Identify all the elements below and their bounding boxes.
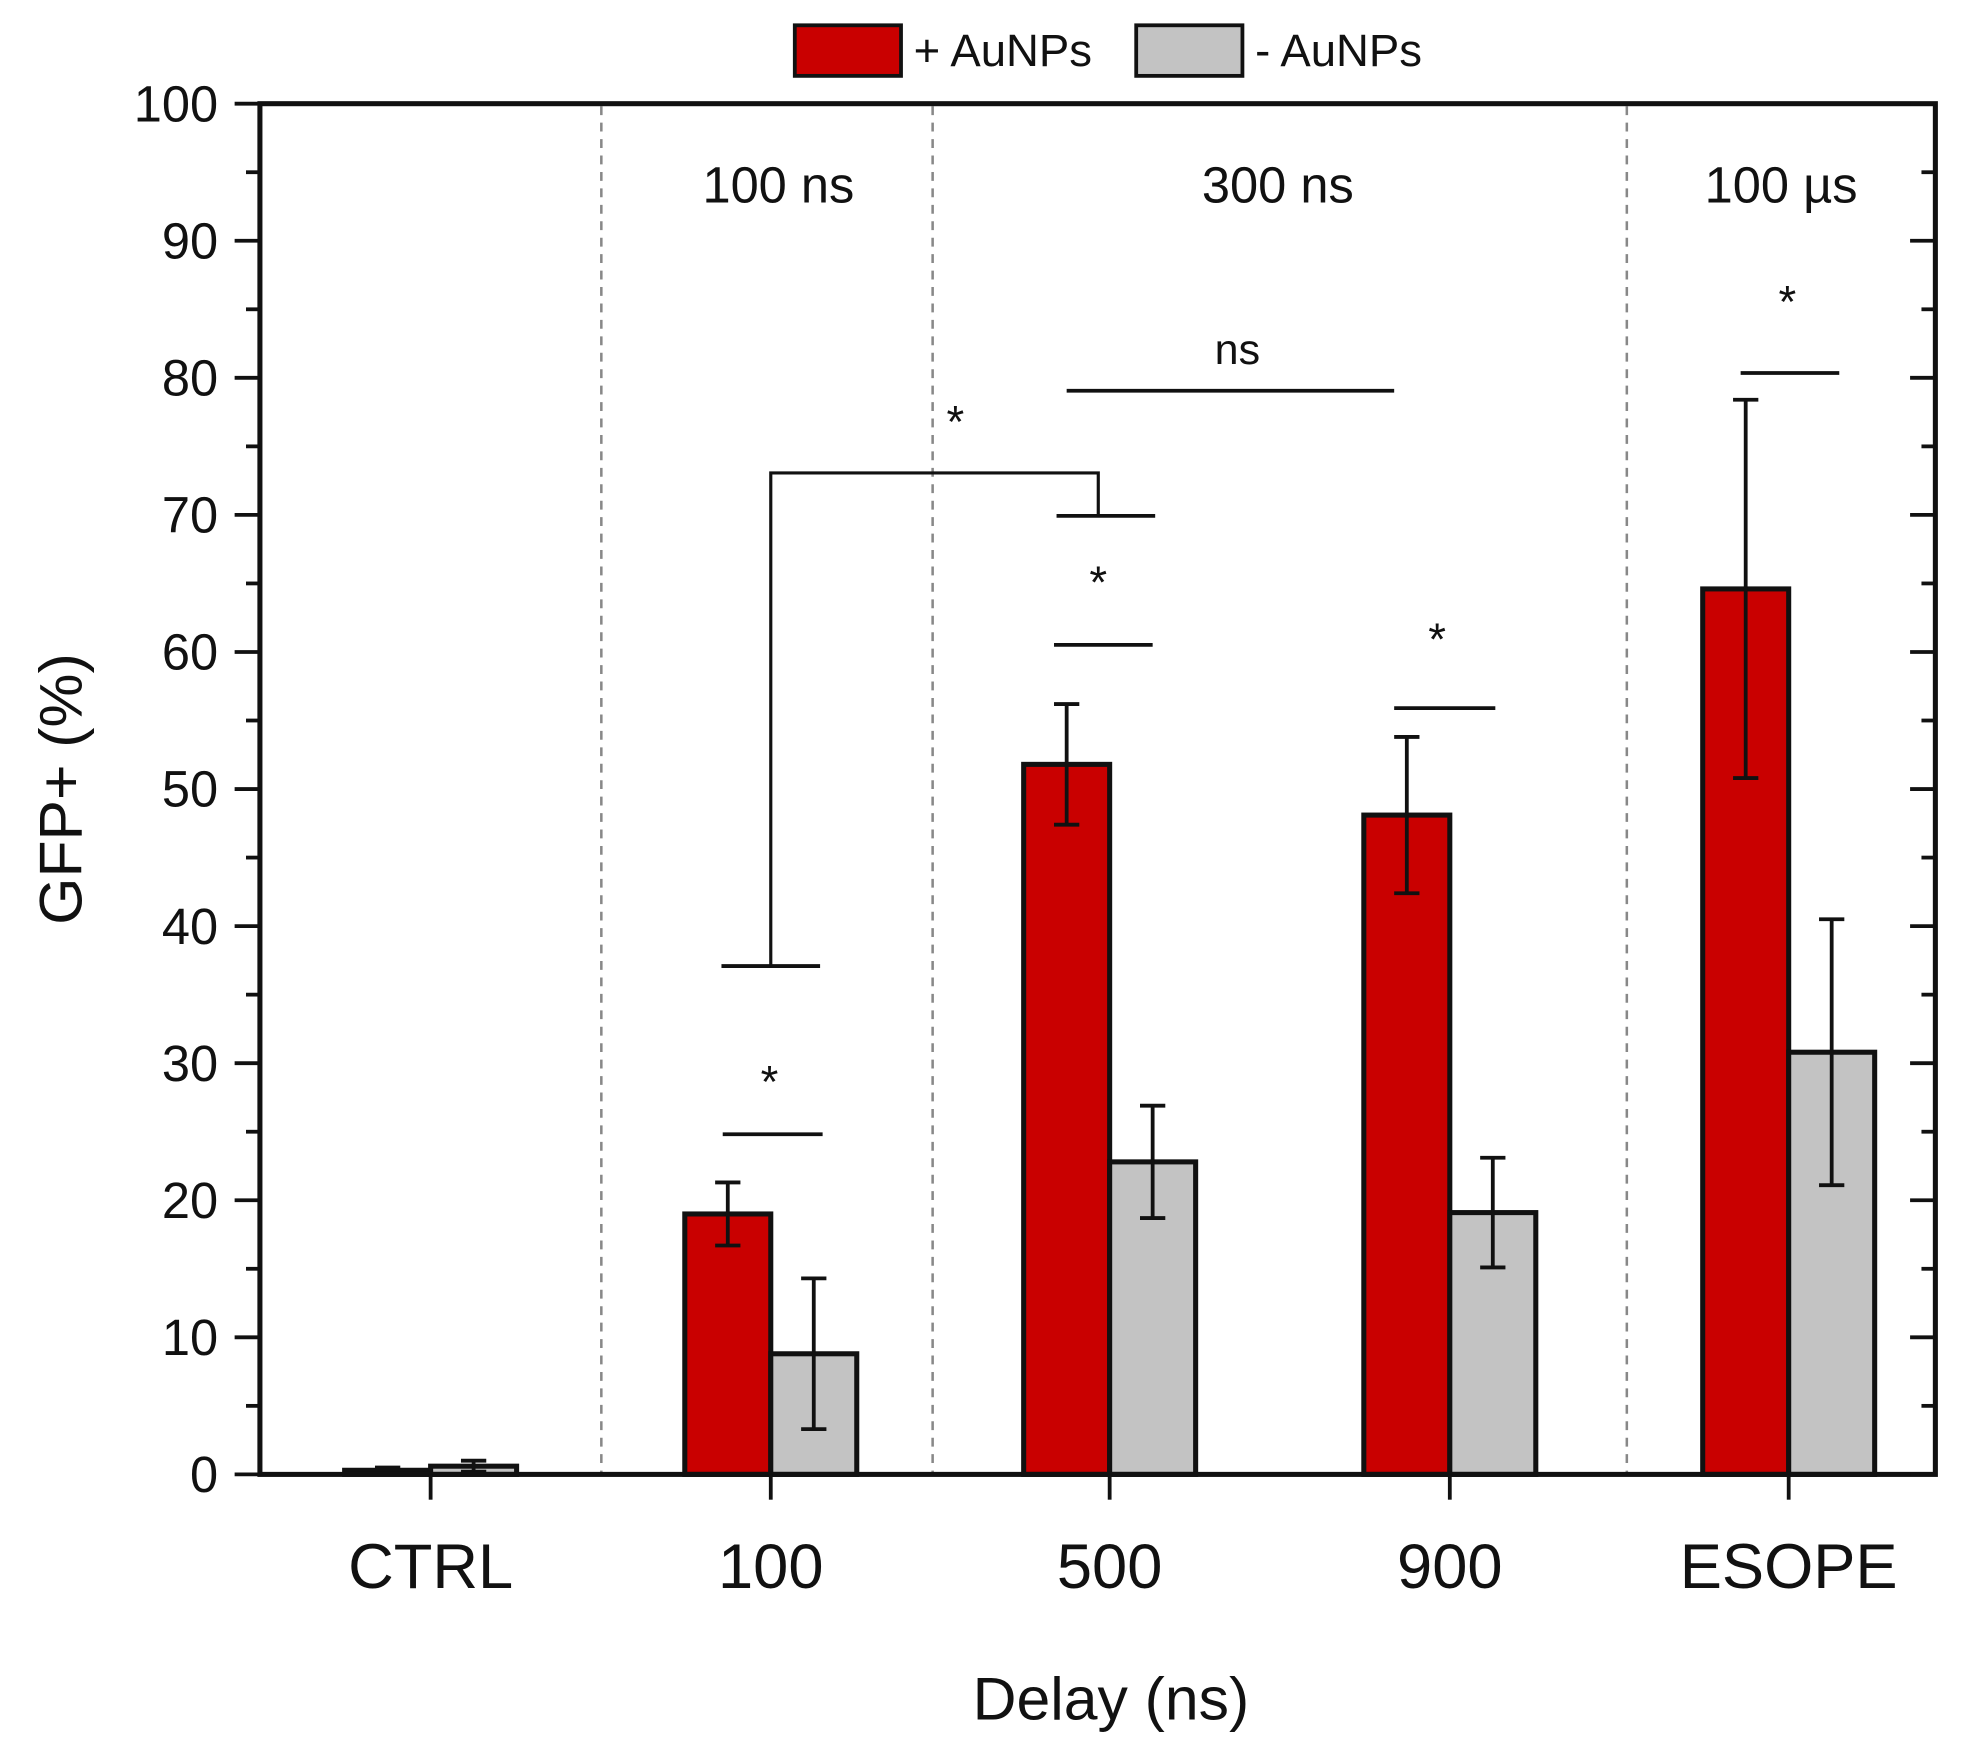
bar-plus-aunps-900	[1361, 812, 1453, 1477]
group-dividers	[600, 106, 1629, 1475]
sig-star-500: *	[1089, 557, 1107, 608]
error-bar	[1480, 1155, 1506, 1270]
x-tick-label: 500	[1057, 1532, 1162, 1602]
y-tick-labels: 0 10 20 30 40 50 60 70 80 90 100	[134, 75, 218, 1503]
error-bar	[460, 1458, 487, 1474]
bars	[342, 397, 1878, 1477]
y-axis-label: GFP+ (%)	[27, 653, 95, 924]
legend-swatch-minus-aunps	[1134, 23, 1245, 78]
x-tick-label: 900	[1397, 1532, 1502, 1602]
error-bar	[1733, 397, 1759, 780]
y-tick-label: 60	[162, 624, 218, 681]
sig-star-bracket: *	[947, 397, 965, 448]
sig-star-esope: *	[1779, 276, 1797, 327]
bar-plus-aunps-500	[1021, 761, 1113, 1477]
group-label-300ns: 300 ns	[1202, 156, 1354, 213]
legend: + AuNPs - AuNPs	[792, 23, 1422, 78]
sig-ns-label: ns	[1215, 326, 1260, 374]
x-tick-labels: CTRL 100 500 900 ESOPE	[348, 1532, 1898, 1602]
y-tick-label: 10	[162, 1309, 218, 1366]
legend-label-plus-aunps: + AuNPs	[914, 25, 1092, 76]
axes	[234, 101, 1938, 1500]
bracket-100-500	[769, 471, 1100, 967]
y-tick-label: 40	[162, 898, 218, 955]
y-tick-label: 20	[162, 1172, 218, 1229]
bar-plus-aunps-100	[682, 1211, 774, 1477]
x-axis-label: Delay (ns)	[973, 1665, 1250, 1733]
error-bar	[715, 1180, 741, 1248]
y-tick-label: 50	[162, 761, 218, 818]
y-tick-label: 0	[190, 1446, 218, 1503]
group-label-100ns: 100 ns	[702, 156, 854, 213]
x-tick-label: CTRL	[348, 1532, 513, 1602]
group-label-100us: 100 µs	[1705, 156, 1858, 213]
legend-label-minus-aunps: - AuNPs	[1255, 25, 1422, 76]
error-bar	[1140, 1103, 1166, 1220]
y-tick-label: 30	[162, 1035, 218, 1092]
y-tick-label: 70	[162, 487, 218, 544]
y-tick-label: 80	[162, 350, 218, 407]
error-bar	[1819, 917, 1845, 1188]
y-tick-label: 90	[162, 212, 218, 269]
error-bar	[1394, 735, 1420, 896]
error-bar	[1054, 702, 1080, 827]
sig-star-100: *	[761, 1057, 779, 1108]
bar-minus-aunps-500	[1107, 1159, 1199, 1477]
sig-star-900: *	[1428, 614, 1446, 665]
x-tick-label: 100	[718, 1532, 823, 1602]
x-tick-label: ESOPE	[1680, 1532, 1898, 1602]
y-tick-label: 100	[134, 75, 218, 132]
significance-annotations	[721, 371, 1840, 1137]
error-bar	[801, 1276, 827, 1432]
legend-swatch-plus-aunps	[792, 23, 903, 78]
